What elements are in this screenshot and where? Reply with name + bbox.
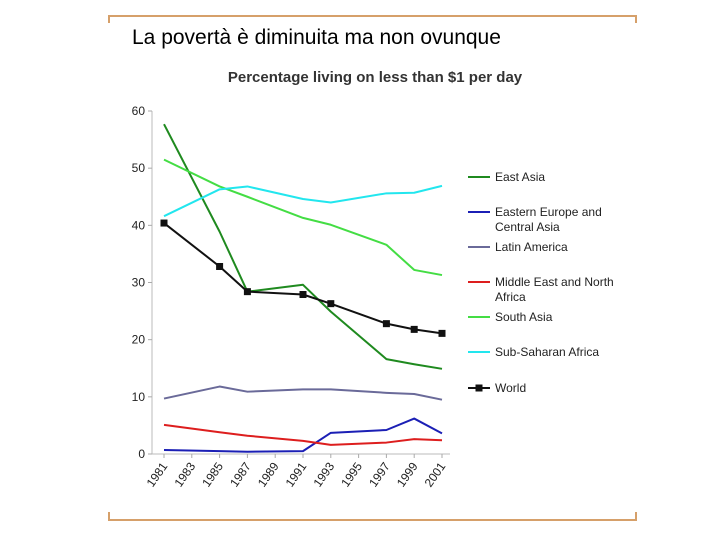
x-tick-label: 1989: [255, 459, 282, 489]
x-tick-label: 2001: [422, 459, 449, 489]
x-tick-label: 1993: [310, 459, 337, 489]
top-rule-left-tick: [108, 15, 110, 23]
series-line: [163, 123, 443, 370]
chart-title: Percentage living on less than $1 per da…: [228, 69, 523, 86]
legend-label: South Asia: [495, 310, 553, 324]
x-tick-label: 1985: [199, 459, 226, 489]
series-point: [410, 325, 418, 333]
x-tick-label: 1983: [171, 459, 198, 489]
series-line: [163, 423, 443, 446]
legend-marker: [475, 384, 483, 392]
legend-label: Middle East and North Africa: [495, 275, 614, 304]
y-tick-label: 50: [132, 161, 146, 175]
legend-label: East Asia: [495, 170, 545, 184]
chart-series: [160, 123, 446, 453]
series-line: [163, 385, 443, 401]
y-tick-label: 10: [132, 390, 146, 404]
series-point: [382, 320, 390, 328]
top-rule-right-tick: [635, 15, 637, 23]
x-tick-label: 1991: [283, 459, 310, 489]
series-line: [163, 222, 443, 335]
y-tick-label: 60: [132, 104, 146, 118]
series-point: [160, 219, 168, 227]
legend-label: World: [495, 381, 526, 395]
series-point: [438, 329, 446, 337]
x-tick-label: 1997: [366, 459, 393, 489]
series-point: [327, 300, 335, 308]
x-tick-label: 1987: [227, 459, 254, 489]
legend-label: Sub-Saharan Africa: [495, 345, 599, 359]
bottom-rule: [108, 519, 637, 521]
chart-legend: East Asia Eastern Europe and Central Asia L…: [468, 170, 614, 395]
series-point: [243, 288, 251, 296]
bottom-rule-right-tick: [635, 512, 637, 520]
series-line: [163, 417, 443, 453]
series-line: [163, 158, 443, 277]
x-tick-label: 1999: [394, 459, 421, 489]
series-point: [299, 291, 307, 299]
x-tick-label: 1995: [338, 459, 365, 489]
series-line: [163, 184, 443, 218]
legend-label: Latin America: [495, 240, 568, 254]
x-tick-label: 1981: [144, 459, 171, 489]
bottom-rule-left-tick: [108, 512, 110, 520]
top-rule: [108, 15, 637, 17]
series-point: [216, 262, 224, 270]
y-tick-label: 20: [132, 333, 146, 347]
y-tick-label: 30: [132, 276, 146, 290]
y-tick-label: 40: [132, 218, 146, 232]
legend-label: Eastern Europe and Central Asia: [495, 205, 602, 234]
slide-title: La povertà è diminuita ma non ovunque: [132, 26, 501, 49]
y-tick-label: 0: [138, 447, 145, 461]
